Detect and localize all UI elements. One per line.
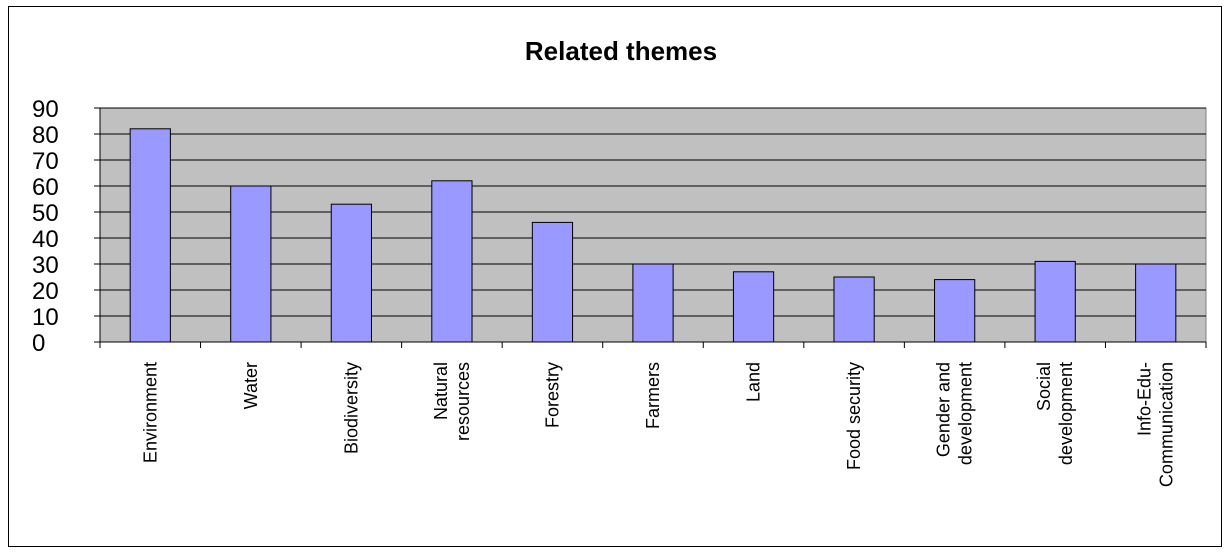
x-axis-ticks: Environment Water Biodiversity Natural resou… <box>99 342 1207 487</box>
bar <box>129 128 171 343</box>
y-tick-label: 70 <box>32 148 59 175</box>
y-tick-label: 50 <box>32 200 59 227</box>
bar <box>732 271 775 343</box>
bar <box>431 180 473 343</box>
y-tick-label: 80 <box>32 122 59 149</box>
bars <box>129 128 1177 343</box>
x-tick-label: Forestry <box>542 362 562 428</box>
y-tick-label: 10 <box>32 304 59 331</box>
bar <box>1034 260 1076 343</box>
x-tick-label: Food security <box>844 362 864 470</box>
chart-title: Related themes <box>525 36 717 66</box>
y-tick-label: 20 <box>32 278 59 305</box>
bar <box>934 279 976 343</box>
x-tick-label: Water <box>241 362 261 409</box>
x-tick-label: Biodiversity <box>341 362 361 454</box>
bar <box>833 276 875 343</box>
x-tick-label: Info-Edu- Communication <box>1135 362 1177 487</box>
y-tick-label: 0 <box>32 330 45 357</box>
y-tick-label: 90 <box>32 96 59 123</box>
bar <box>1135 263 1177 343</box>
x-tick-label: Environment <box>140 362 160 463</box>
bar <box>230 185 272 343</box>
y-tick-label: 30 <box>32 252 59 279</box>
y-tick-label: 60 <box>32 174 59 201</box>
x-tick-label: Land <box>744 362 764 402</box>
x-tick-label: Gender and development <box>934 362 976 465</box>
x-tick-label: Social development <box>1034 362 1076 465</box>
x-tick-label: Natural resources <box>431 362 473 441</box>
y-tick-label: 40 <box>32 226 59 253</box>
bar <box>632 263 674 343</box>
bar <box>330 203 372 343</box>
bar <box>531 221 574 343</box>
x-tick-label: Farmers <box>643 362 663 429</box>
